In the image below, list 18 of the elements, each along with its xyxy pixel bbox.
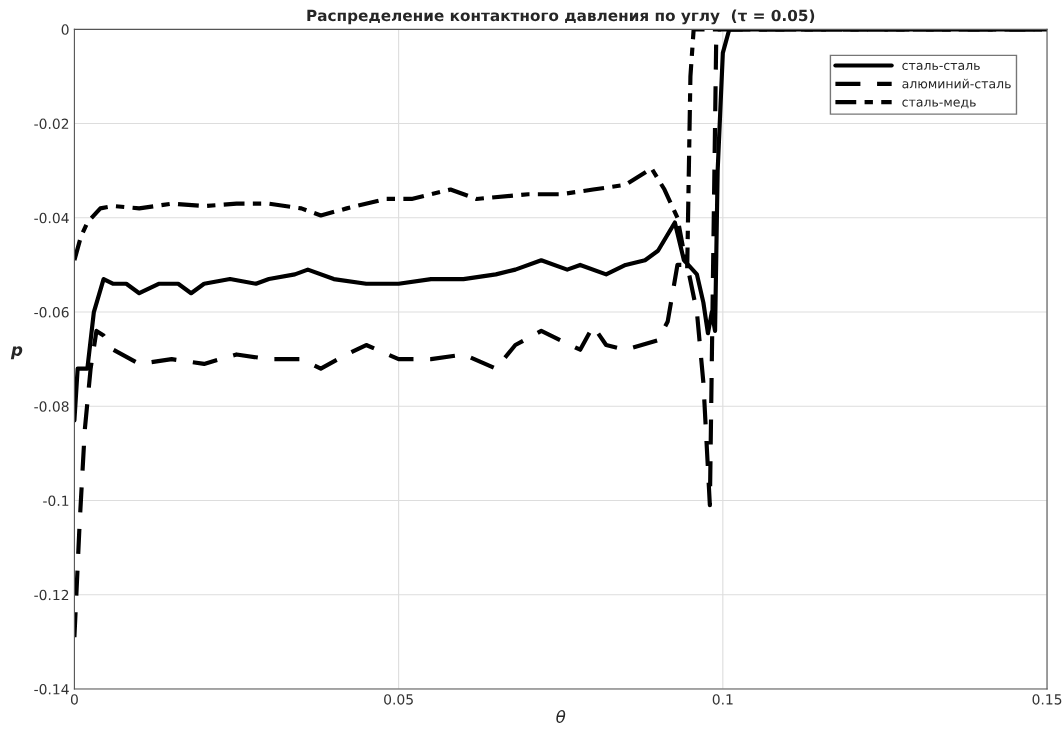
x-tick-label: 0.05 [384,694,413,705]
x-tick-label: 0.1 [712,694,733,705]
x-axis-title: θ [556,709,566,723]
y-tick-label: -0.04 [34,212,69,224]
y-axis-title: p [10,346,23,360]
chart-title: Распределение контактного давления по углу (τ = 0.05) [307,9,815,25]
legend-label: сталь-медь [902,99,976,109]
legend-label: сталь-сталь [902,62,980,71]
y-tick-label: 0 [61,24,69,35]
y-tick-label: -0.08 [34,401,69,412]
legend-label: алюминий-сталь [902,78,1011,89]
y-tick-label: -0.1 [43,495,69,507]
x-tick-label: 0.15 [1032,694,1062,705]
y-tick-label: -0.06 [34,307,69,318]
x-tick-label: 0 [70,694,78,705]
y-tick-label: -0.02 [34,118,69,130]
y-tick-label: -0.12 [34,589,69,601]
y-tick-label: -0.14 [34,683,69,695]
